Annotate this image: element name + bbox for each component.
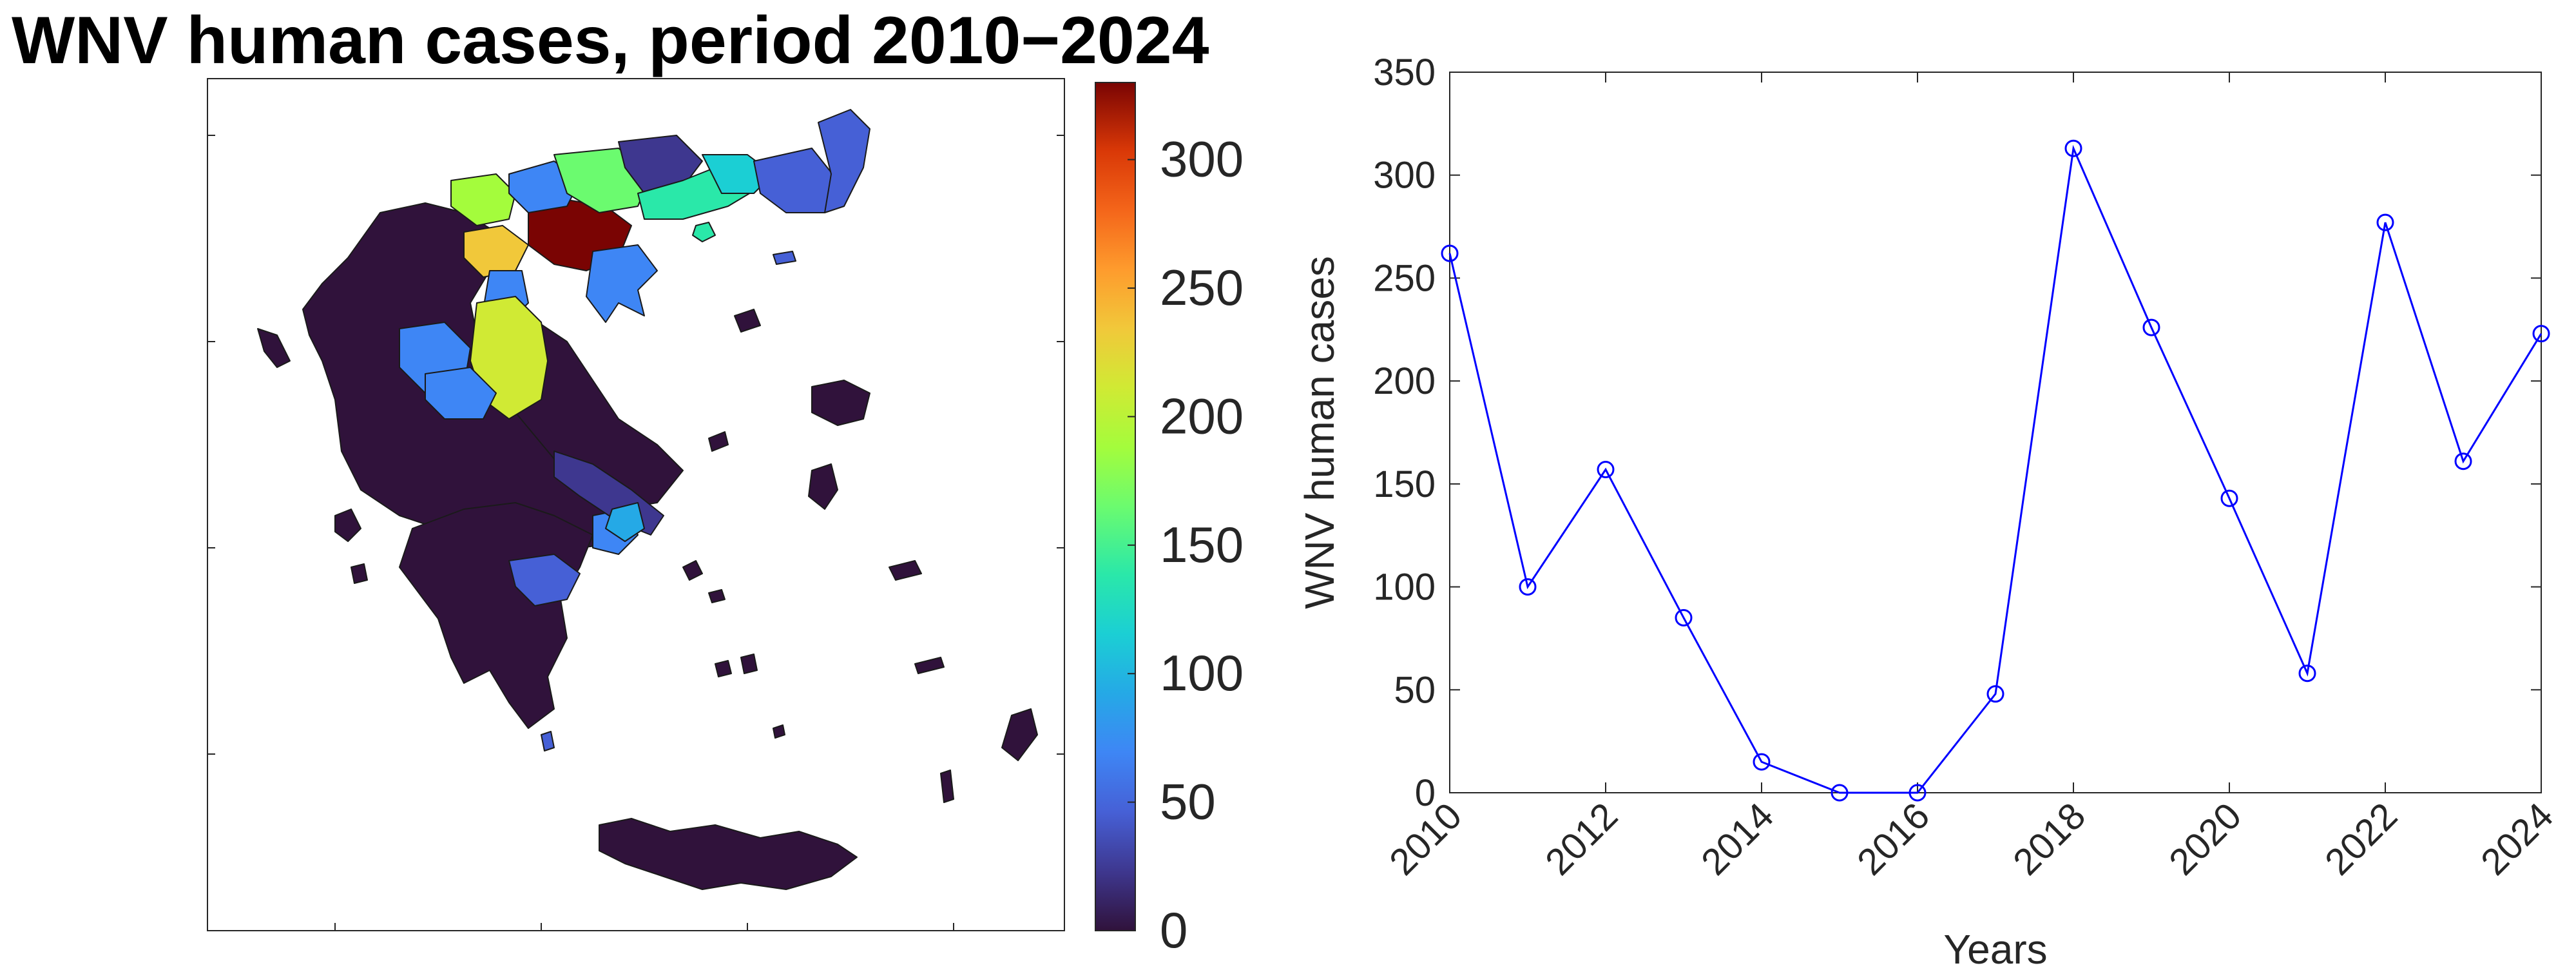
colorbar-tick-label: 50 bbox=[1160, 773, 1216, 830]
x-tick-label: 2018 bbox=[2005, 795, 2093, 883]
y-tick-label: 100 bbox=[1373, 567, 1436, 608]
data-point bbox=[1986, 685, 2004, 703]
colorbar-tick-label: 200 bbox=[1160, 387, 1244, 444]
data-point bbox=[2532, 325, 2550, 343]
data-point bbox=[2142, 318, 2160, 336]
island-chios bbox=[808, 463, 838, 510]
island-skyros bbox=[708, 431, 729, 452]
data-point bbox=[1753, 753, 1771, 771]
island-samos bbox=[889, 560, 922, 581]
island-kythira bbox=[541, 731, 555, 751]
island-thira bbox=[773, 724, 785, 739]
map-tick-marks bbox=[207, 135, 1064, 931]
chart-axes-box bbox=[1449, 72, 2542, 793]
data-point bbox=[1441, 244, 1459, 262]
x-tick-label: 2012 bbox=[1537, 795, 1626, 883]
island-tinos bbox=[708, 589, 726, 603]
x-tick-label: 2020 bbox=[2161, 795, 2249, 883]
y-tick-label: 350 bbox=[1373, 52, 1436, 93]
y-axis-label: WNV human cases bbox=[1296, 256, 1343, 609]
data-point bbox=[2298, 664, 2316, 683]
data-point bbox=[2376, 213, 2394, 231]
colorbar-ticks: 0 50 100 150 200 250 300 bbox=[1128, 131, 1244, 958]
island-samothrace bbox=[773, 251, 796, 265]
y-tick-label: 250 bbox=[1373, 257, 1436, 299]
island-paros bbox=[715, 660, 732, 677]
series-cases bbox=[1441, 139, 2550, 802]
figure-title: WNV human cases, period 2010−2024 bbox=[12, 3, 1209, 78]
island-karpathos bbox=[940, 770, 954, 803]
colorbar-tick-label: 250 bbox=[1160, 259, 1244, 316]
y-tick-label: 300 bbox=[1373, 155, 1436, 197]
colorbar-tick-label: 300 bbox=[1160, 131, 1244, 188]
island-zakynthos bbox=[351, 563, 368, 584]
crete bbox=[599, 818, 858, 890]
island-thasos bbox=[692, 222, 716, 242]
y-tick-label: 200 bbox=[1373, 360, 1436, 402]
map-regions bbox=[257, 109, 1038, 890]
x-tick-label: 2014 bbox=[1693, 795, 1782, 883]
data-point bbox=[1675, 608, 1693, 626]
data-point bbox=[1519, 578, 1537, 596]
x-tick-label: 2022 bbox=[2317, 795, 2405, 883]
region-karditsa bbox=[425, 367, 497, 420]
y-axis-ticks: 0 50 100 150 200 250 300 350 bbox=[1373, 52, 2541, 814]
colorbar-tick-label: 150 bbox=[1160, 516, 1244, 573]
colorbar-tick-label: 0 bbox=[1160, 902, 1187, 958]
island-lesvos bbox=[811, 380, 870, 426]
data-point bbox=[2454, 452, 2472, 470]
y-tick-label: 0 bbox=[1415, 772, 1436, 814]
region-florina bbox=[450, 173, 516, 226]
island-lemnos bbox=[734, 309, 761, 333]
colorbar: 0 50 100 150 200 250 300 bbox=[1095, 82, 1244, 958]
y-tick-label: 50 bbox=[1394, 669, 1436, 711]
x-axis-label: Years bbox=[1943, 926, 2047, 973]
x-tick-label: 2016 bbox=[1849, 795, 1937, 883]
data-point bbox=[1908, 784, 1927, 802]
series-line bbox=[1448, 144, 2542, 794]
map-panel: 0 50 100 150 200 250 300 bbox=[207, 78, 1244, 958]
y-tick-label: 150 bbox=[1373, 463, 1436, 505]
island-rhodes bbox=[1001, 708, 1038, 761]
data-point bbox=[1831, 784, 1849, 802]
x-tick-label: 2024 bbox=[2473, 795, 2561, 883]
colorbar-gradient bbox=[1095, 82, 1136, 931]
island-corfu bbox=[257, 328, 291, 368]
region-evros bbox=[818, 109, 870, 213]
island-kefalonia bbox=[334, 509, 361, 542]
island-kos bbox=[914, 657, 945, 674]
data-point bbox=[1597, 460, 1615, 478]
region-boeotia bbox=[605, 502, 645, 542]
data-point bbox=[2064, 139, 2082, 157]
colorbar-tick-label: 100 bbox=[1160, 645, 1244, 701]
region-argolida bbox=[508, 554, 581, 606]
data-point bbox=[2220, 489, 2238, 507]
island-naxos bbox=[740, 654, 758, 674]
island-andros bbox=[682, 560, 703, 581]
region-chalkidiki bbox=[586, 244, 658, 323]
